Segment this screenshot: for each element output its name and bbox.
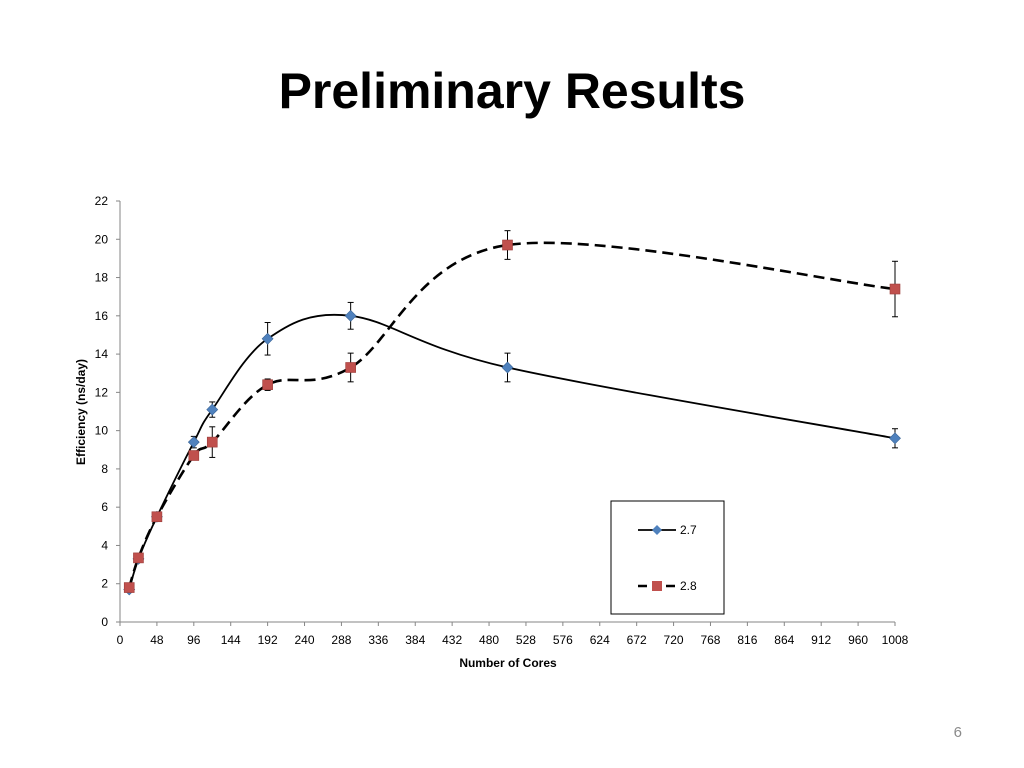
x-tick-label: 720 bbox=[664, 633, 684, 647]
x-tick-label: 768 bbox=[700, 633, 720, 647]
y-tick-label: 6 bbox=[101, 500, 108, 514]
x-tick-label: 528 bbox=[516, 633, 536, 647]
x-tick-label: 480 bbox=[479, 633, 499, 647]
series-line-2.8 bbox=[127, 241, 896, 588]
y-tick-label: 2 bbox=[101, 577, 108, 591]
error-bars bbox=[126, 230, 898, 592]
y-tick-label: 22 bbox=[95, 194, 109, 208]
x-tick-label: 432 bbox=[442, 633, 462, 647]
legend-label-2.7: 2.7 bbox=[680, 523, 697, 537]
x-tick-label: 624 bbox=[590, 633, 610, 647]
data-point-2.8 bbox=[133, 552, 144, 564]
y-tick-label: 8 bbox=[101, 462, 108, 476]
data-point-2.8 bbox=[206, 436, 218, 448]
chart-axes: 0 2 4 6 8 10 12 14 16 18 20 22 0 48 96 144 192 240 288 336 3… bbox=[95, 194, 909, 647]
data-point-2.7 bbox=[206, 403, 219, 416]
x-tick-label: 672 bbox=[627, 633, 647, 647]
x-tick-label: 0 bbox=[117, 633, 124, 647]
y-tick-label: 10 bbox=[95, 424, 109, 438]
legend-box bbox=[610, 500, 725, 615]
legend-label-2.8: 2.8 bbox=[680, 579, 697, 593]
data-point-2.7 bbox=[889, 432, 901, 445]
series-line-2.7 bbox=[128, 313, 896, 590]
x-tick-label: 144 bbox=[221, 633, 241, 647]
data-point-2.7 bbox=[261, 332, 274, 345]
x-tick-label: 96 bbox=[187, 633, 201, 647]
y-tick-label: 12 bbox=[95, 385, 109, 399]
data-point-2.8 bbox=[151, 511, 163, 523]
data-point-2.8 bbox=[345, 362, 356, 373]
data-point-2.7 bbox=[187, 436, 200, 449]
data-point-2.8 bbox=[123, 582, 135, 593]
y-tick-label: 20 bbox=[95, 232, 109, 246]
x-tick-label: 864 bbox=[774, 633, 794, 647]
y-tick-label: 4 bbox=[101, 538, 108, 552]
data-point-2.7 bbox=[501, 361, 514, 374]
x-tick-label: 336 bbox=[368, 633, 388, 647]
series-markers bbox=[123, 239, 901, 596]
x-tick-label: 384 bbox=[405, 633, 425, 647]
page-number: 6 bbox=[953, 724, 962, 741]
x-tick-label: 960 bbox=[848, 633, 868, 647]
x-tick-label: 48 bbox=[150, 633, 164, 647]
data-point-2.8 bbox=[262, 379, 273, 391]
y-tick-label: 0 bbox=[101, 615, 108, 629]
chart-legend: 2.7 2.8 bbox=[610, 500, 725, 615]
x-tick-label: 1008 bbox=[882, 633, 909, 647]
x-tick-label: 288 bbox=[331, 633, 351, 647]
x-tick-label: 912 bbox=[811, 633, 831, 647]
x-tick-label: 576 bbox=[553, 633, 573, 647]
y-tick-label: 18 bbox=[95, 271, 109, 285]
x-axis-title: Number of Cores bbox=[459, 656, 557, 670]
data-point-2.7 bbox=[344, 309, 357, 322]
x-tick-label: 816 bbox=[737, 633, 757, 647]
slide-title: Preliminary Results bbox=[278, 63, 746, 119]
series-lines bbox=[127, 241, 896, 590]
legend-marker-2.8 bbox=[652, 581, 662, 591]
data-point-2.8 bbox=[889, 283, 901, 295]
x-tick-label: 192 bbox=[258, 633, 278, 647]
data-point-2.8 bbox=[188, 450, 200, 461]
y-tick-label: 16 bbox=[95, 309, 109, 323]
x-tick-label: 240 bbox=[295, 633, 315, 647]
legend-marker-2.7 bbox=[652, 525, 662, 535]
y-tick-label: 14 bbox=[95, 347, 109, 361]
data-point-2.8 bbox=[502, 239, 513, 251]
y-axis-title: Efficiency (ns/day) bbox=[74, 359, 88, 465]
